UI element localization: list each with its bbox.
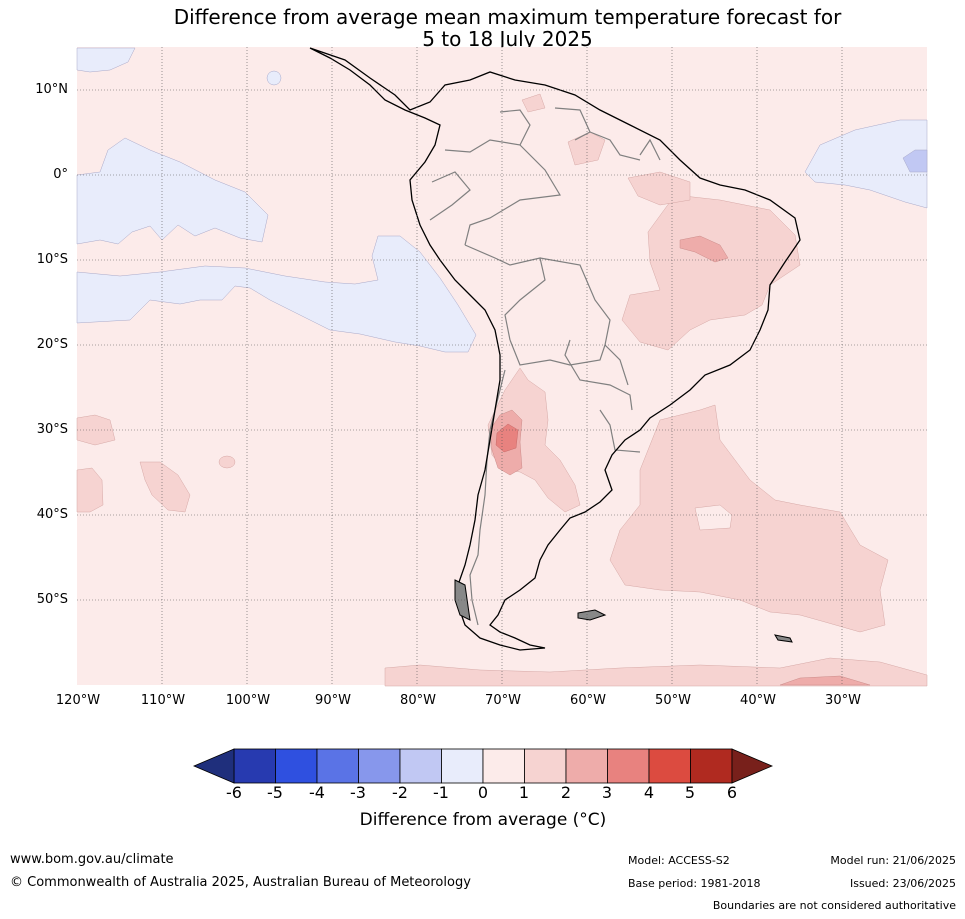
colorbar-cell (233, 748, 276, 784)
colorbar-tick: 4 (643, 783, 655, 802)
warm-region-south-atlantic-hole (694, 504, 733, 531)
footer-url: www.bom.gov.au/climate (10, 852, 174, 867)
colorbar (192, 748, 774, 784)
lat-label-30s: 30°S (36, 422, 68, 437)
map-title-line-1: Difference from average mean maximum tem… (173, 5, 842, 29)
south-america-coastline (309, 47, 801, 651)
colorbar-cell (358, 748, 401, 784)
colorbar-cell (399, 748, 442, 784)
colorbar-cell (607, 748, 650, 784)
footer-model-run: Model run: 21/06/2025 (830, 854, 956, 867)
footer-boundaries-note: Boundaries are not considered authoritat… (712, 899, 956, 912)
colorbar-cell (441, 748, 484, 784)
footer-base-period: Base period: 1981-2018 (628, 877, 761, 890)
warm-region-amazon-north (627, 171, 691, 206)
colorbar-cell (565, 748, 608, 784)
graticule (77, 47, 927, 685)
colorbar-tick: 2 (560, 783, 572, 802)
lon-label-60w: 60°W (570, 693, 606, 708)
warm-region-pacific-islet (218, 455, 236, 469)
colorbar-under-arrow (192, 748, 235, 784)
lat-label-0: 0° (53, 167, 68, 182)
warm-strongest-andes (495, 423, 519, 453)
colorbar-tick: -1 (433, 783, 449, 802)
lon-label-30w: 30°W (825, 693, 861, 708)
lon-label-100w: 100°W (225, 693, 271, 708)
warm-anomaly-regions (76, 93, 928, 687)
cool-region-equatorial-pacific (76, 137, 269, 245)
lon-label-80w: 80°W (400, 693, 436, 708)
lat-label-10n: 10°N (35, 82, 68, 97)
forecast-map (76, 47, 928, 687)
lon-label-90w: 90°W (315, 693, 351, 708)
colorbar-tick: 6 (726, 783, 738, 802)
warm-strong-south-atlantic (779, 675, 871, 686)
colorbar-title: Difference from average (°C) (359, 810, 607, 830)
colorbar-tick: 0 (477, 783, 489, 802)
colorbar-cell (690, 748, 733, 784)
islands-coastline (454, 579, 793, 643)
cool-region-atlantic (804, 119, 928, 209)
colorbar-tick: -2 (392, 783, 408, 802)
cool-anomaly-strong (902, 149, 928, 173)
footer-issued: Issued: 23/06/2025 (849, 877, 956, 890)
colorbar-tick: 5 (684, 783, 696, 802)
colorbar-cell (275, 748, 318, 784)
warm-region-southern-ocean (384, 657, 928, 687)
lon-label-70w: 70°W (485, 693, 521, 708)
cool-region-east-pacific (76, 235, 477, 353)
cool-region-nw (76, 47, 136, 73)
lat-label-20s: 20°S (36, 337, 68, 352)
colorbar-tick: -5 (267, 783, 283, 802)
colorbar-cell (482, 748, 525, 784)
warm-region-colombia (521, 93, 546, 113)
warm-region-pacific-mid (139, 461, 191, 513)
colorbar-cell (648, 748, 691, 784)
lon-label-40w: 40°W (740, 693, 776, 708)
colorbar-cell (524, 748, 567, 784)
lat-label-50s: 50°S (36, 592, 68, 607)
lon-label-50w: 50°W (655, 693, 691, 708)
colorbar-over-arrow (731, 748, 774, 784)
cool-anomaly-regions (76, 47, 928, 353)
footer-copyright: © Commonwealth of Australia 2025, Austra… (10, 875, 471, 890)
warm-region-south-atlantic (609, 404, 889, 633)
colorbar-cell (316, 748, 359, 784)
footer-model: Model: ACCESS-S2 (628, 854, 730, 867)
colorbar-tick: 3 (601, 783, 613, 802)
colorbar-tick: -4 (309, 783, 325, 802)
colorbar-tick: -3 (350, 783, 366, 802)
warm-strong-brazil (679, 235, 729, 263)
colorbar-tick: 1 (518, 783, 530, 802)
lon-label-110w: 110°W (140, 693, 186, 708)
warm-region-brazil (621, 194, 801, 351)
lon-label-120w: 120°W (55, 693, 101, 708)
colorbar-tick: -6 (226, 783, 242, 802)
lat-label-10s: 10°S (36, 252, 68, 267)
warm-region-pacific-sw (76, 467, 104, 513)
cool-region-islet (266, 70, 282, 86)
lat-label-40s: 40°S (36, 507, 68, 522)
